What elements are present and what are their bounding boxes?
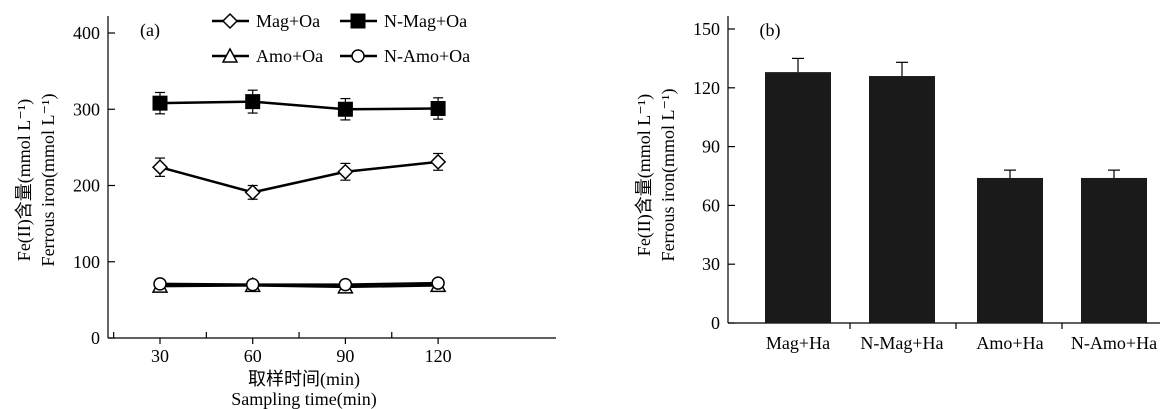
x-tick-label-b: N-Mag+Ha (860, 333, 943, 353)
bar (765, 72, 831, 324)
bar (1081, 177, 1147, 323)
x-tick-label-a: 60 (244, 346, 262, 366)
series-line (159, 281, 439, 286)
data-point (245, 277, 260, 292)
y-tick-label-a: 0 (91, 328, 100, 348)
y-tick-label-a: 300 (73, 99, 100, 119)
y-tick-label-b: 0 (711, 313, 720, 333)
data-point (244, 184, 261, 201)
x-tick-label-a: 120 (425, 346, 452, 366)
y-axis-label-b-en: Ferrous iron(mmol L⁻¹) (658, 89, 679, 262)
legend-marker (221, 12, 239, 30)
legend-marker (351, 49, 365, 63)
data-point (151, 159, 169, 176)
y-tick-label-a: 200 (73, 176, 100, 196)
x-tick-label-b: N-Amo+Ha (1071, 333, 1157, 353)
x-axis-label-a-zh: 取样时间(min) (248, 369, 360, 390)
y-tick-label-b: 120 (693, 78, 720, 98)
data-point (245, 94, 261, 110)
legend-marker (221, 47, 239, 63)
x-tick-label-b: Mag+Ha (766, 333, 830, 353)
data-point (337, 101, 353, 117)
series-line (159, 160, 439, 194)
y-tick-label-b: 60 (702, 195, 720, 215)
x-tick-label-b: Amo+Ha (976, 333, 1043, 353)
data-point (338, 277, 353, 292)
legend-label: Amo+Oa (256, 46, 323, 66)
legend-marker (350, 13, 366, 29)
bar (869, 76, 935, 323)
data-point (152, 95, 168, 111)
y-tick-label-b: 150 (693, 19, 720, 39)
y-tick-label-b: 30 (702, 254, 720, 274)
x-axis-label-a-en: Sampling time(min) (231, 389, 377, 409)
x-tick-label-a: 30 (151, 346, 169, 366)
legend-label: N-Mag+Oa (384, 11, 467, 31)
data-point (431, 276, 445, 290)
series-line (159, 284, 439, 289)
panel-label-b: (b) (760, 20, 781, 41)
y-tick-label-a: 400 (73, 23, 100, 43)
series-line (159, 100, 439, 111)
panel-label-a: (a) (140, 20, 160, 41)
x-tick-label-a: 90 (336, 346, 354, 366)
y-tick-label-b: 90 (702, 137, 720, 157)
legend-label: Mag+Oa (256, 11, 320, 31)
y-tick-label-a: 100 (73, 252, 100, 272)
data-point (430, 153, 447, 170)
legend-label: N-Amo+Oa (384, 46, 470, 66)
data-point (153, 277, 167, 291)
y-axis-label-a-en: Ferrous iron(mmol L⁻¹) (38, 94, 59, 267)
data-point (337, 163, 354, 180)
bar (977, 177, 1043, 323)
data-point (430, 100, 446, 116)
y-axis-label-b-zh: Fe(II)含量(mmol L⁻¹) (634, 94, 655, 256)
y-axis-label-a-zh: Fe(II)含量(mmol L⁻¹) (14, 99, 35, 261)
